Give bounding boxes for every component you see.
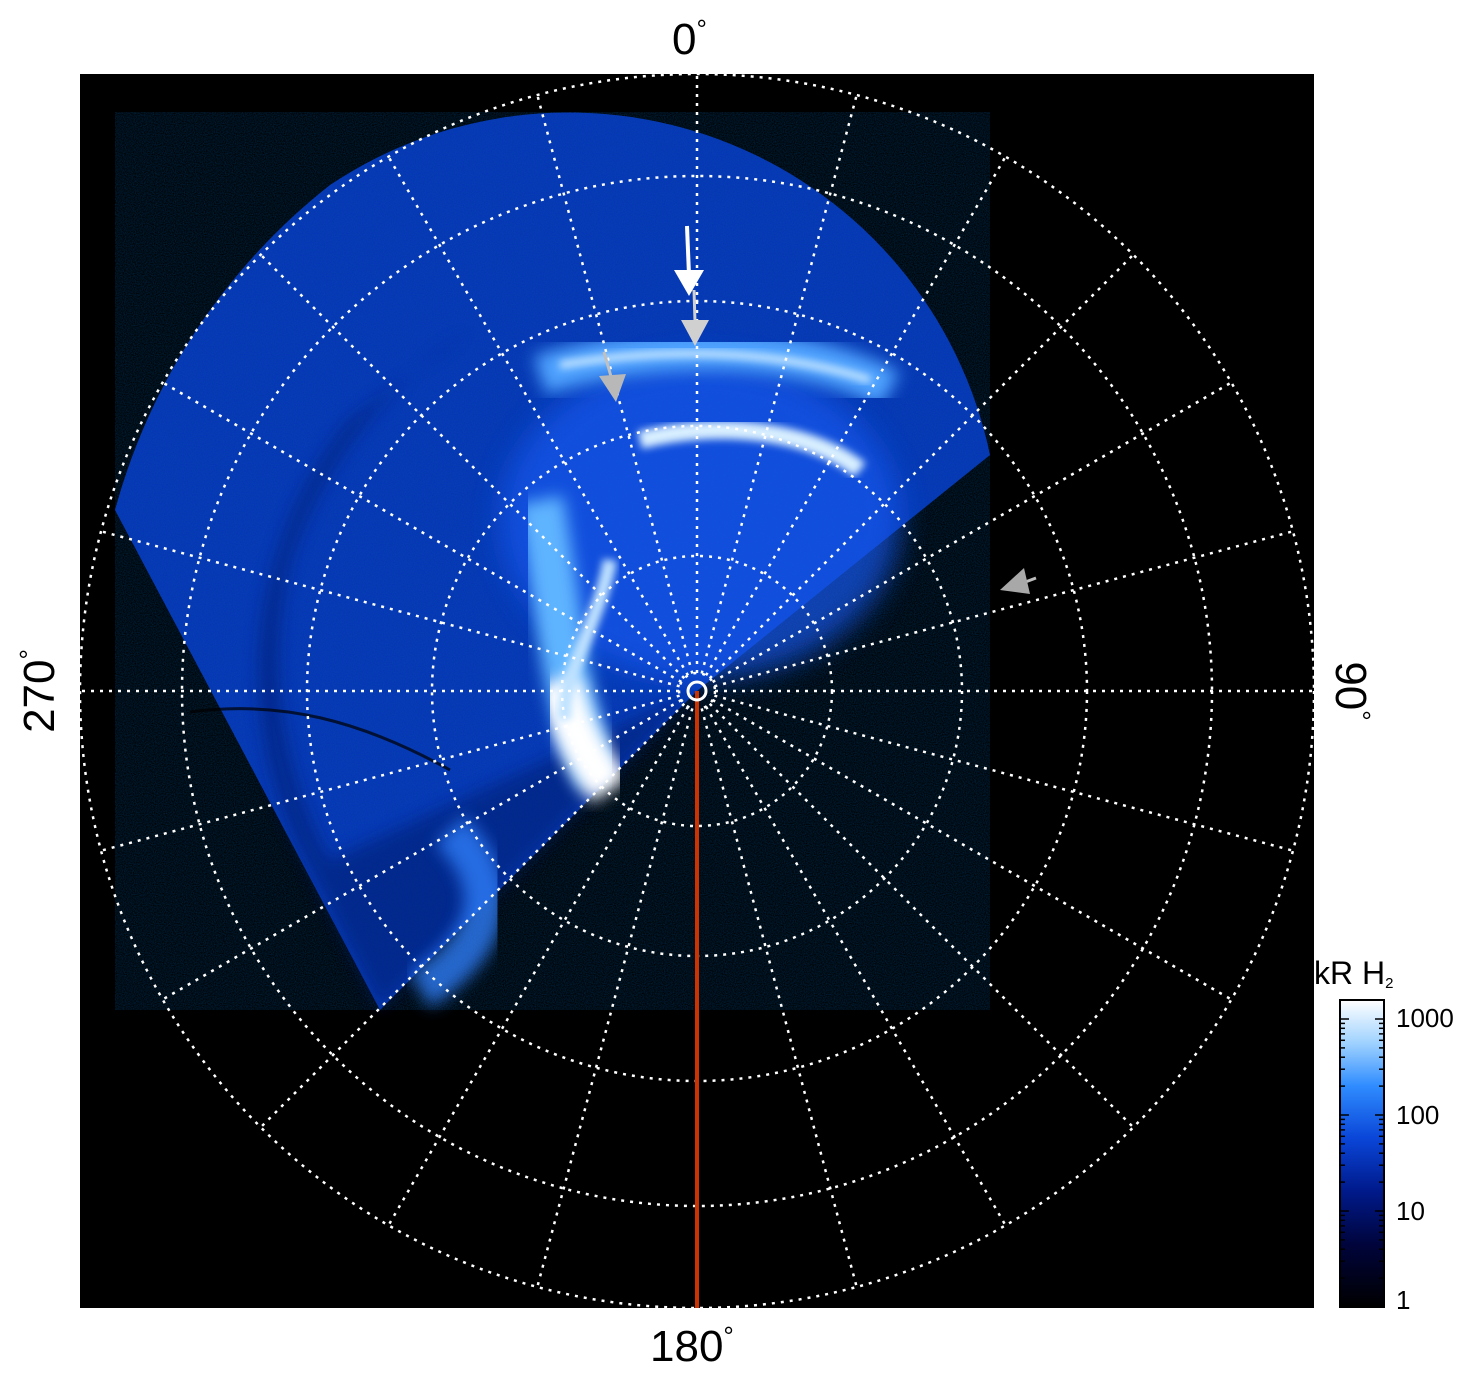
colorbar-title: kR H2 (1314, 955, 1394, 992)
grid-spoke (700, 708, 858, 1288)
grid-spoke (704, 705, 1007, 1226)
colorbar (1339, 999, 1385, 1308)
colorbar-tick-100: 100 (1396, 1100, 1440, 1130)
grid-spoke (259, 253, 686, 680)
grid-spoke (259, 702, 686, 1129)
arrow-grey-center (681, 289, 709, 346)
grid-spoke (387, 156, 690, 677)
grid-spoke (100, 530, 680, 688)
angle-label-top: 0° (672, 14, 707, 64)
grid-spoke (714, 694, 1294, 852)
grid-spoke (700, 94, 858, 674)
arrow-grey-right (1000, 568, 1037, 594)
grid-spoke (536, 708, 694, 1288)
grid-spoke (711, 381, 1232, 684)
grid-spoke (162, 698, 683, 1001)
arrow-grey-left (599, 351, 626, 402)
angle-label-left: 270° (14, 649, 64, 733)
emission-wedge (115, 112, 990, 1011)
colorbar-tick-1: 1 (1396, 1285, 1411, 1315)
grid-spoke (387, 705, 690, 1226)
grid-spoke (714, 530, 1294, 688)
grid-spoke (100, 694, 680, 852)
grid-spoke (704, 156, 1007, 677)
grid-spoke (711, 698, 1232, 1001)
polar-grid (80, 74, 1314, 1308)
colorbar-tick-10: 10 (1396, 1196, 1425, 1226)
colorbar-tick-1000: 1000 (1396, 1003, 1454, 1033)
pole-marker (686, 680, 708, 702)
grid-spoke (708, 702, 1135, 1129)
angle-label-right: 90° (1326, 661, 1376, 721)
grid-spoke (162, 381, 683, 684)
arrow-white-top (674, 225, 704, 296)
angle-label-bottom: 180° (650, 1321, 734, 1371)
grid-spoke (708, 253, 1135, 680)
